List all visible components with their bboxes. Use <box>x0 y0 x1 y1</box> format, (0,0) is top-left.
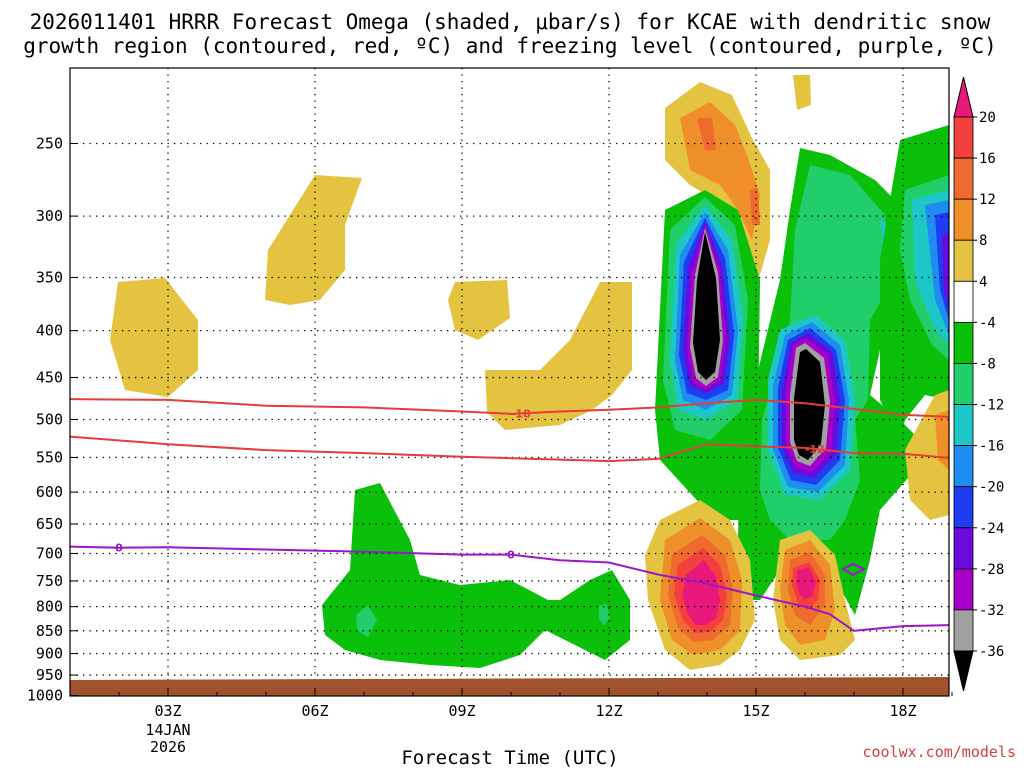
x-tick-label: 03Z <box>154 702 181 720</box>
colorbar-label: -28 <box>979 562 1004 578</box>
omega-shading <box>110 75 949 670</box>
colorbar-swatch <box>953 527 974 570</box>
y-tick-label: 450 <box>36 369 63 387</box>
contours: -18 -12 0 0 <box>70 398 949 632</box>
x-tick-label: 09Z <box>448 702 475 720</box>
colorbar-swatch <box>953 198 974 241</box>
y-tick-label: 800 <box>36 598 63 616</box>
dgz-contour-minus18 <box>70 398 949 418</box>
y-tick-label: 850 <box>36 622 63 640</box>
y-tick-label: 900 <box>36 645 63 663</box>
omega-patch <box>485 282 632 430</box>
omega-patch <box>322 483 630 668</box>
x-tick-label: 12Z <box>595 702 622 720</box>
omega-patch <box>697 118 716 150</box>
plot-frame <box>69 67 950 697</box>
y-tick-label: 950 <box>36 666 63 684</box>
contour-label: -18 <box>511 407 531 420</box>
contour-label: 0 <box>507 549 515 562</box>
omega-patch <box>796 567 816 600</box>
colorbar-swatch <box>953 486 974 529</box>
colorbar-swatch <box>953 321 974 364</box>
x-axis-label: Forecast Time (UTC) <box>401 747 618 768</box>
colorbar-label: -4 <box>979 315 996 331</box>
x-tick-label: 06Z <box>301 702 328 720</box>
contour-label: 0 <box>115 542 123 555</box>
omega-patch <box>693 232 720 380</box>
x-date-label: 14JAN <box>145 721 190 739</box>
omega-patch <box>793 75 811 110</box>
grid <box>70 68 949 696</box>
omega-patch <box>265 175 362 305</box>
ground-surface <box>70 677 949 696</box>
y-tick-label: 250 <box>36 135 63 153</box>
chart-title-line1: 2026011401 HRRR Forecast Omega (shaded, … <box>30 10 991 34</box>
omega-patch <box>110 278 198 397</box>
omega-patch <box>448 280 510 340</box>
y-tick-label: 300 <box>36 207 63 225</box>
colorbar-swatch <box>953 363 974 405</box>
colorbar-swatch <box>953 609 974 652</box>
x-tick-label: 18Z <box>889 702 916 720</box>
chart-title-line2: growth region (contoured, red, ºC) and f… <box>23 34 997 58</box>
colorbar-label: -8 <box>979 356 996 372</box>
y-tick-label: 1000 <box>27 687 63 705</box>
colorbar-swatch <box>953 568 974 611</box>
freezing-level-closed-contour <box>840 562 867 577</box>
x-year-label: 2026 <box>150 738 186 756</box>
omega-patch <box>599 604 610 626</box>
colorbar-label: 4 <box>979 274 987 290</box>
colorbar-bottom-arrow <box>953 650 974 692</box>
freezing-level-contour <box>70 545 949 632</box>
y-tick-label: 550 <box>36 448 63 466</box>
colorbar-swatch <box>953 404 974 447</box>
colorbar-swatch <box>953 157 974 200</box>
colorbar-label: 12 <box>979 192 996 208</box>
x-tick-label: 15Z <box>742 702 769 720</box>
y-axis: 250 300 350 400 450 500 550 600 650 700 750 800 850 9… <box>27 135 78 705</box>
dgz-contour-minus12 <box>70 435 949 463</box>
y-tick-label: 700 <box>36 544 63 562</box>
y-tick-label: 600 <box>36 483 63 501</box>
colorbar-swatch <box>953 280 974 323</box>
y-tick-label: 500 <box>36 411 63 429</box>
colorbar-label: 8 <box>979 233 987 249</box>
colorbar-label: 20 <box>979 110 996 126</box>
y-tick-label: 400 <box>36 322 63 340</box>
colorbar-label: -36 <box>979 644 1004 660</box>
colorbar-swatch <box>953 116 974 159</box>
colorbar-label: 16 <box>979 151 996 167</box>
y-tick-label: 750 <box>36 572 63 590</box>
colorbar-swatch <box>953 445 974 488</box>
colorbar-label: -24 <box>979 521 1004 537</box>
omega-patch <box>680 102 760 240</box>
colorbar-label: -16 <box>979 439 1004 455</box>
colorbar-label: -12 <box>979 398 1004 414</box>
y-tick-label: 650 <box>36 515 63 533</box>
credit-text: coolwx.com/models <box>862 743 1016 761</box>
colorbar-label: -20 <box>979 480 1004 496</box>
colorbar-label: -32 <box>979 603 1004 619</box>
colorbar: 20 16 12 8 4 -4 -8 -12 -16 -20 -24 -28 -32 -36 <box>953 76 1004 692</box>
y-tick-label: 350 <box>36 268 63 286</box>
contour-label: -12 <box>805 443 825 456</box>
colorbar-top-arrow <box>953 76 974 118</box>
colorbar-swatch <box>953 239 974 282</box>
omega-patch <box>682 560 720 625</box>
omega-patch <box>935 410 949 470</box>
omega-patch <box>942 232 949 310</box>
omega-patch <box>356 605 377 637</box>
